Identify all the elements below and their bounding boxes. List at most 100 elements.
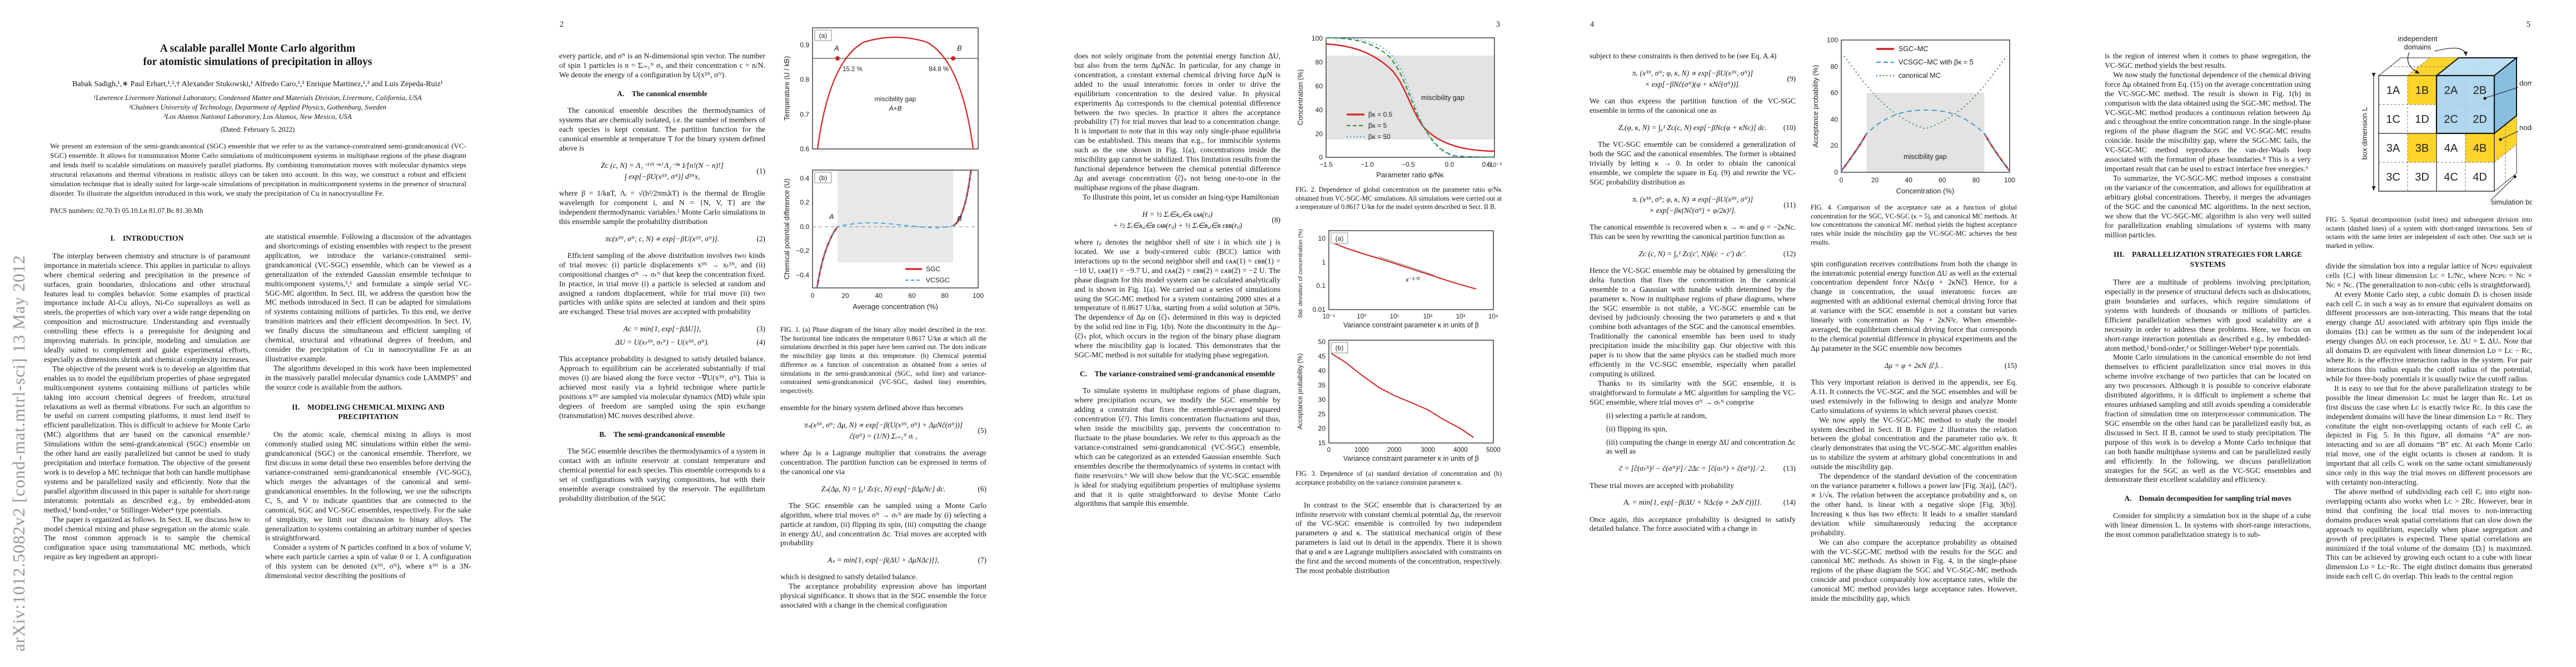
svg-text:βκ = 5: βκ = 5	[1368, 122, 1387, 130]
paragraph: It is easy to see that for the above par…	[2326, 384, 2532, 487]
svg-text:×10⁻³: ×10⁻³	[1486, 162, 1502, 168]
paragraph: There are a multitude of problems involv…	[2105, 278, 2311, 352]
std-dev-curve	[1334, 243, 1477, 290]
svg-text:60: 60	[1831, 89, 1838, 97]
paragraph: where Δμ is a Lagrange multiplier that c…	[780, 448, 986, 476]
fig3-xlabel-a: Variance constraint parameter κ in units…	[1343, 321, 1479, 329]
equation-11: πᵥ (x³ᴺ, σᴺ; φ, κ, N) ∝ exp[−βU(x³ᴺ, σᴺ)…	[1632, 195, 1796, 215]
figure-5: 1A 1B 2A 2B 1C 1D 2C 2D 3A 3B 4A 4B 3C 3…	[2326, 32, 2532, 251]
paragraph: We can thus express the partition functi…	[1590, 97, 1796, 115]
equation-15: Δμ = φ + 2κN ⟨ĉ⟩ᵥ . (15)	[1884, 361, 2017, 370]
svg-text:0.0: 0.0	[1445, 161, 1454, 168]
equation-5: πₛ(x³ᴺ, σᴺ; Δμ, N) ∝ exp[−β(U(x³ᴺ, σᴺ) +…	[804, 420, 986, 440]
sgc-mc-curve-right	[1984, 133, 2011, 172]
svg-text:A: A	[834, 44, 839, 52]
paragraph: The objective of the present work is to …	[44, 364, 250, 514]
svg-text:3D: 3D	[2415, 171, 2429, 183]
svg-text:3000: 3000	[1421, 447, 1435, 454]
paragraph: Monte Carlo simulations in the canonical…	[2105, 353, 2311, 484]
svg-text:−1.5: −1.5	[1319, 161, 1333, 168]
svg-text:βκ = 0.5: βκ = 0.5	[1368, 111, 1393, 118]
paragraph: Consider for simplicity a simulation box…	[2105, 511, 2311, 539]
section-heading-modeling: II. MODELING CHEMICAL MIXING AND PRECIPI…	[292, 402, 445, 421]
svg-text:3C: 3C	[2386, 171, 2400, 183]
equation-7: Aₛ = min{1, exp[−β(ΔU + ΔμNΔc)]}, (7)	[828, 556, 986, 565]
cell-labels: 1A 1B 2A 2B 1C 1D 2C 2D 3A 3B 4A 4B 3C 3…	[2386, 84, 2487, 183]
svg-text:80: 80	[941, 292, 949, 300]
section-heading-introduction: I. INTRODUCTION	[110, 234, 184, 242]
page-number: 4	[1590, 20, 1595, 29]
page-1: arXiv:1012.5082v2 [cond-mat.mtrl-sci] 13…	[0, 0, 516, 667]
svg-text:1A: 1A	[2386, 84, 2400, 97]
svg-text:0.9: 0.9	[800, 41, 809, 49]
fig4-xlabel: Concentration (%)	[1896, 187, 1955, 195]
paragraph: The algorithms developed in this work ha…	[265, 364, 471, 391]
section-heading-parallelization: III. PARALLELIZATION STRATEGIES FOR LARG…	[2113, 250, 2303, 269]
fig4-ylabel: Acceptance probability (%)	[1812, 65, 1820, 148]
svg-text:B: B	[957, 215, 962, 223]
miscibility-gap-band	[1326, 56, 1494, 140]
yellow-octant-3B	[2408, 133, 2437, 162]
affiliation-3: ³Los Alamos National Laboratory, Los Ala…	[163, 113, 352, 121]
paragraph: These trial moves are accepted with prob…	[1590, 481, 1734, 490]
svg-text:0.5: 0.5	[1482, 161, 1492, 168]
paragraph: subject to these constraints is then der…	[1590, 52, 1777, 60]
domain-cube-front	[2435, 74, 2495, 135]
paragraph: Consider a system of N particles confine…	[265, 543, 471, 580]
paragraph: The dependence of the standard deviation…	[1811, 472, 2017, 537]
paragraph: The VC-SGC ensemble can be considered a …	[1590, 140, 1796, 186]
svg-text:20: 20	[1316, 130, 1323, 138]
svg-text:B: B	[957, 44, 962, 52]
paragraph: where rᵢⱼ denotes the neighbor shell of …	[1074, 237, 1280, 360]
figure-1-caption: FIG. 1. (a) Phase diagram of the binary …	[780, 326, 986, 395]
curve-bk-50	[1326, 37, 1495, 158]
svg-text:miscibility gap: miscibility gap	[1904, 153, 1947, 161]
svg-text:box dimension L: box dimension L	[2360, 107, 2369, 160]
paragraph: The canonical ensemble is recovered when…	[1590, 222, 1796, 241]
miscibility-gap-band	[1866, 93, 1985, 172]
authors-line: Babak Sadigh,¹,∗ Paul Erhart,¹,²,† Alexa…	[72, 79, 443, 88]
fig3-panel-a: x⁻¹ᐟ² (a) 10 1 0.1 0.01 10⁻¹ 10⁰ 10¹ 10²	[1297, 229, 1498, 329]
svg-text:βκ = 50: βκ = 50	[1368, 133, 1391, 141]
page5-right-column: 1A 1B 2A 2B 1C 1D 2C 2D 3A 3B 4A 4B 3C 3…	[2326, 32, 2532, 649]
vcsgc-mc-curve	[1841, 109, 2010, 172]
fig3-ylabel-b: Acceptance probability (%)	[1297, 354, 1304, 430]
svg-text:60: 60	[1316, 82, 1323, 90]
equation-10: Zᵥ(φ, κ, N) = ∫₀¹ Zᴄ(c, N) exp[−βNc(φ + …	[1618, 123, 1796, 132]
subsection-heading-domain-decomposition: A. Domain decomposition for sampling tri…	[2124, 494, 2291, 503]
figure-4-plot: SGC–MC VCSGC–MC with βκ = 5 canonical MC…	[1812, 36, 2015, 195]
fig3-xlabel-b: Variance constraint parameter κ in units…	[1343, 455, 1479, 462]
svg-text:0.6: 0.6	[800, 145, 809, 153]
paragraph: is the region of interest when it comes …	[2105, 52, 2311, 69]
figure-4: SGC–MC VCSGC–MC with βκ = 5 canonical MC…	[1811, 32, 2017, 247]
svg-text:0: 0	[1327, 447, 1331, 454]
svg-text:80: 80	[1316, 58, 1323, 66]
paragraph: The above method of subdividing each cel…	[2326, 487, 2532, 581]
svg-text:1000: 1000	[1354, 447, 1369, 454]
paragraph: where β = 1/kʙT, Λᵢ = √(h²/2πmᵢkT) is th…	[559, 189, 765, 226]
svg-text:A+B: A+B	[888, 104, 901, 112]
page3-left-column: does not solely originate from the poten…	[1074, 52, 1280, 642]
paragraph: Once again, this acceptance probability …	[1590, 515, 1796, 533]
paragraph: The paper is organized as follows. In Se…	[44, 515, 250, 561]
svg-text:35: 35	[1318, 381, 1326, 389]
paragraph: Thanks to its similarity with the SGC en…	[1590, 379, 1796, 406]
svg-text:25: 25	[1318, 410, 1326, 418]
page1-right-column: ate statistical ensemble. Following a di…	[265, 232, 471, 617]
figure-4-caption: FIG. 4. Comparison of the acceptance rat…	[1811, 203, 2017, 246]
paragraph: To summarize, the VC-SGC-MC method impos…	[2105, 173, 2311, 239]
figure-5-diagram: 1A 1B 2A 2B 1C 1D 2C 2D 3A 3B 4A 4B 3C 3…	[2360, 34, 2532, 206]
svg-text:4B: 4B	[2473, 142, 2487, 155]
fig2-ylabel: Concentration (%)	[1297, 69, 1304, 126]
figure-2: βκ = 0.5 βκ = 5 βκ = 50 miscibility gap …	[1296, 32, 1502, 212]
page3-right-column: βκ = 0.5 βκ = 5 βκ = 50 miscibility gap …	[1296, 32, 1502, 649]
equation-4: ΔU = U(xₜ³ᴺ, σₜᴺ) − U(x³ᴺ, σᴺ). (4)	[615, 338, 765, 347]
svg-text:10¹: 10¹	[1390, 313, 1399, 320]
page4-right-column: SGC–MC VCSGC–MC with βκ = 5 canonical MC…	[1811, 32, 2017, 649]
paragraph: which is designed to satisfy detailed ba…	[780, 573, 918, 581]
page5-left-column: is the region of interest when it comes …	[2105, 52, 2311, 642]
fig1-legend: SGC VCSGC	[905, 265, 950, 284]
page-number: 5	[2526, 20, 2530, 29]
paragraph: To illustrate this point, let us conside…	[1083, 192, 1279, 201]
subsection-heading-sgc: B. The semi-grandcanonical ensemble	[599, 430, 725, 439]
